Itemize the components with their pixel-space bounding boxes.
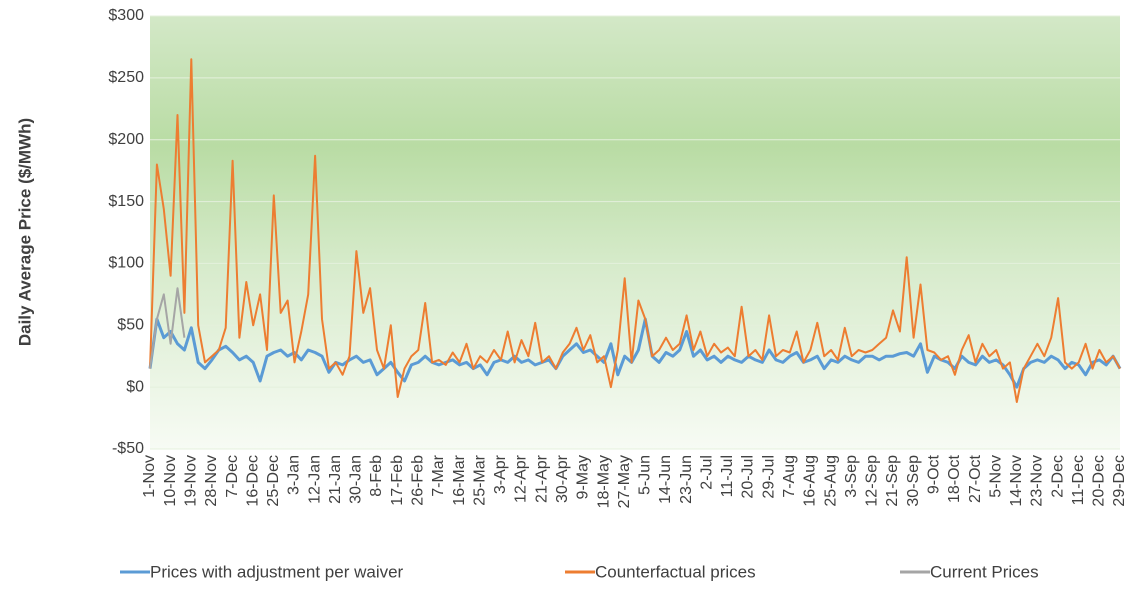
x-tick-label: 20-Dec bbox=[1091, 455, 1108, 507]
x-tick-label: 21-Sep bbox=[884, 455, 901, 507]
x-tick-label: 16-Mar bbox=[451, 454, 468, 505]
x-tick-label: 2-Jul bbox=[698, 455, 715, 490]
x-tick-label: 12-Apr bbox=[513, 454, 530, 503]
x-tick-label: 18-Oct bbox=[946, 454, 963, 503]
x-tick-label: 30-Sep bbox=[905, 455, 922, 507]
x-tick-label: 3-Sep bbox=[843, 455, 860, 498]
x-tick-label: 29-Jul bbox=[760, 455, 777, 499]
y-tick-label: $50 bbox=[117, 317, 144, 334]
x-tick-label: 16-Dec bbox=[244, 455, 261, 507]
x-tick-label: 28-Nov bbox=[203, 455, 220, 507]
x-tick-label: 26-Feb bbox=[410, 455, 427, 506]
x-tick-label: 19-Nov bbox=[182, 455, 199, 507]
x-tick-label: 12-Sep bbox=[864, 455, 881, 507]
y-tick-label: -$50 bbox=[112, 440, 144, 457]
x-tick-label: 5-Jun bbox=[637, 455, 654, 495]
x-tick-label: 27-Oct bbox=[967, 454, 984, 503]
series-line bbox=[149, 287, 186, 369]
x-tick-label: 27-May bbox=[616, 455, 633, 508]
x-tick-label: 3-Apr bbox=[492, 454, 509, 494]
x-tick-label: 16-Aug bbox=[802, 455, 819, 507]
x-tick-label: 20-Jul bbox=[740, 455, 757, 499]
x-tick-label: 14-Nov bbox=[1008, 455, 1025, 507]
x-tick-label: 25-Mar bbox=[471, 454, 488, 505]
legend-label: Counterfactual prices bbox=[595, 562, 756, 581]
x-tick-label: 9-Oct bbox=[925, 454, 942, 494]
y-tick-label: $100 bbox=[108, 255, 144, 272]
x-tick-label: 5-Nov bbox=[987, 455, 1004, 498]
x-tick-label: 12-Jan bbox=[306, 455, 323, 504]
series-line bbox=[149, 58, 1121, 403]
y-tick-label: $0 bbox=[126, 378, 144, 395]
x-tick-label: 30-Jan bbox=[348, 455, 365, 504]
x-tick-label: 7-Mar bbox=[430, 454, 447, 496]
x-tick-label: 14-Jun bbox=[657, 455, 674, 504]
x-tick-label: 21-Jan bbox=[327, 455, 344, 504]
x-tick-label: 11-Dec bbox=[1070, 455, 1087, 505]
x-tick-label: 11-Jul bbox=[719, 455, 736, 497]
x-tick-label: 7-Dec bbox=[224, 455, 241, 498]
y-axis-label: Daily Average Price ($/MWh) bbox=[15, 118, 34, 346]
y-tick-label: $300 bbox=[108, 7, 144, 24]
x-tick-label: 1-Nov bbox=[141, 455, 158, 498]
x-tick-label: 25-Aug bbox=[822, 455, 839, 507]
y-tick-label: $200 bbox=[108, 131, 144, 148]
x-tick-label: 25-Dec bbox=[265, 455, 282, 507]
x-tick-label: 17-Feb bbox=[389, 455, 406, 506]
x-tick-label: 9-May bbox=[575, 455, 592, 499]
plot-area bbox=[150, 16, 1120, 449]
x-tick-label: 21-Apr bbox=[533, 454, 550, 503]
x-tick-label: 3-Jan bbox=[286, 455, 303, 495]
x-tick-label: 23-Jun bbox=[678, 455, 695, 504]
y-tick-label: $150 bbox=[108, 193, 144, 210]
legend-label: Prices with adjustment per waiver bbox=[150, 562, 404, 581]
y-tick-label: $250 bbox=[108, 69, 144, 86]
x-tick-label: 7-Aug bbox=[781, 455, 798, 498]
x-tick-label: 23-Nov bbox=[1029, 455, 1046, 507]
x-tick-label: 30-Apr bbox=[554, 454, 571, 503]
x-tick-label: 18-May bbox=[595, 455, 612, 508]
x-tick-label: 29-Dec bbox=[1111, 455, 1128, 507]
x-tick-label: 10-Nov bbox=[162, 455, 179, 507]
x-tick-label: 8-Feb bbox=[368, 455, 385, 497]
legend-label: Current Prices bbox=[930, 562, 1039, 581]
x-tick-label: 2-Dec bbox=[1049, 455, 1066, 498]
